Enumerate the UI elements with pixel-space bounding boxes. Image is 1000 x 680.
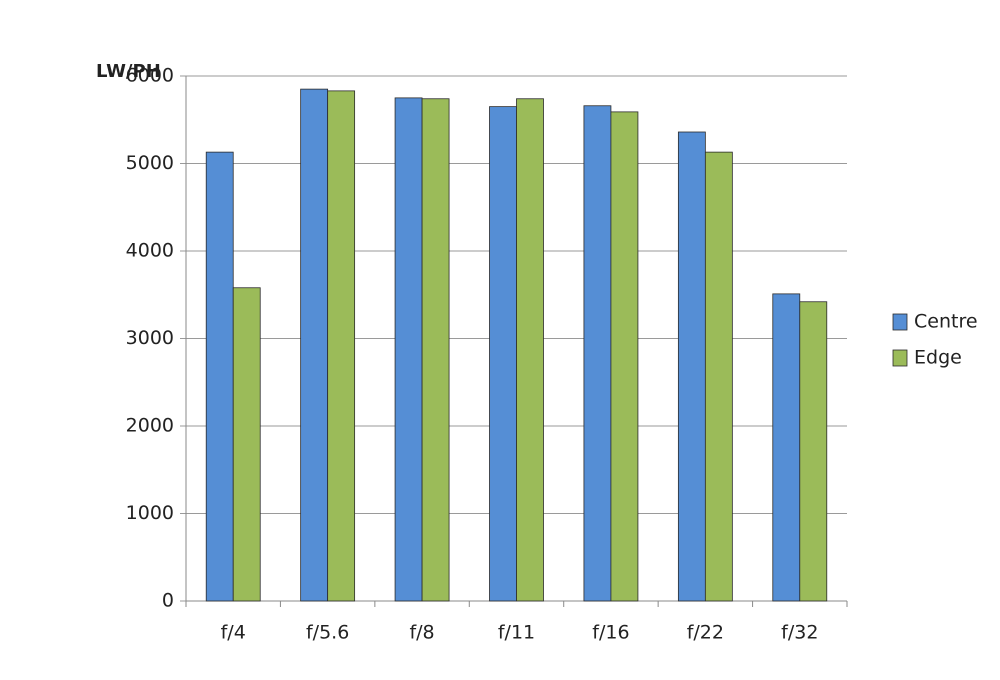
legend-swatch	[892, 349, 908, 367]
legend-label: Edge	[914, 347, 962, 369]
y-axis-label: LW/PH	[96, 61, 161, 82]
bar	[327, 90, 356, 602]
y-tick-label: 5000	[126, 152, 174, 174]
x-tick-label: f/11	[498, 622, 535, 644]
legend-label: Centre	[914, 311, 978, 333]
bar	[300, 88, 329, 602]
y-tick-label: 4000	[126, 240, 174, 262]
x-tick-label: f/32	[781, 622, 818, 644]
bar	[232, 287, 261, 602]
bar	[610, 111, 639, 602]
bar	[583, 105, 612, 602]
bar	[489, 106, 517, 602]
y-tick-label: 2000	[126, 415, 174, 437]
y-tick-label: 0	[162, 590, 174, 612]
x-tick-label: f/16	[592, 622, 629, 644]
bar	[516, 98, 544, 602]
legend-swatch	[892, 313, 908, 331]
y-tick-label: 6000	[126, 65, 174, 87]
y-tick-label: 1000	[126, 502, 174, 524]
bar	[677, 131, 706, 602]
y-tick-label: 3000	[126, 327, 174, 349]
x-tick-label: f/8	[409, 622, 434, 644]
x-tick-label: f/5.6	[306, 622, 349, 644]
bar	[799, 301, 828, 602]
x-tick-label: f/4	[221, 622, 246, 644]
x-tick-label: f/22	[687, 622, 724, 644]
bar	[205, 151, 234, 602]
bar	[394, 97, 423, 602]
bar	[772, 293, 801, 602]
bar	[421, 98, 450, 602]
bar	[704, 151, 733, 602]
